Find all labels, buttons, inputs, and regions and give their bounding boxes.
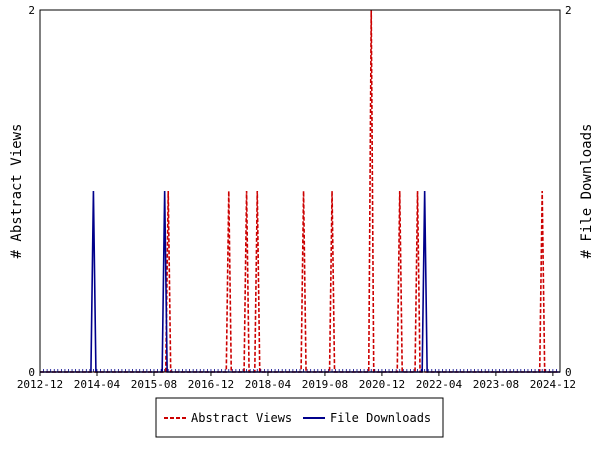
x-tick-label: 2016-12	[188, 378, 234, 391]
y-left-axis-title: # Abstract Views	[9, 124, 25, 259]
series-layer	[40, 9, 560, 373]
plot-frame	[39, 9, 561, 373]
y-left-tick-top: 2	[28, 4, 35, 17]
legend-label-abstract-views: Abstract Views	[191, 411, 292, 425]
x-tick-label: 2012-12	[17, 378, 63, 391]
x-tick-label: 2014-04	[74, 378, 121, 391]
legend-label-file-downloads: File Downloads	[330, 411, 431, 425]
series-line-abstract-views	[40, 9, 560, 373]
y-right-tick-bottom: 0	[565, 366, 572, 379]
x-tick-label: 2019-08	[302, 378, 348, 391]
legend-box	[155, 397, 444, 438]
legend: Abstract Views File Downloads	[155, 397, 444, 438]
x-tick-labels: 2012-12 2014-04 2015-08 2016-12 2018-04 2019-…	[17, 372, 576, 391]
x-tick-label: 2020-12	[359, 378, 405, 391]
y-right-tick-top: 2	[565, 4, 572, 17]
x-tick-label: 2015-08	[131, 378, 177, 391]
x-tick-label: 2018-04	[245, 378, 292, 391]
x-tick-label: 2024-12	[530, 378, 576, 391]
y-left-tick-bottom: 0	[28, 366, 35, 379]
x-tick-label: 2022-04	[416, 378, 463, 391]
series-line-file-downloads	[40, 190, 560, 373]
x-tick-label: 2023-08	[473, 378, 519, 391]
y-right-axis-title: # File Downloads	[579, 124, 595, 259]
